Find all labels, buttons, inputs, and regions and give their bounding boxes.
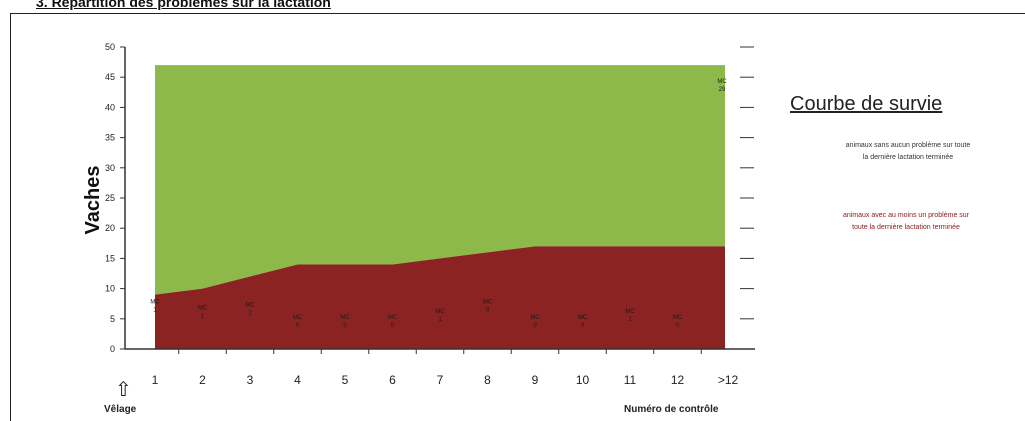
x-tick-label: 5 [342,373,349,387]
y-tick-label: 0 [110,344,115,354]
data-annotation: MC 0 [293,315,303,329]
data-annotation: MC 1 [625,309,635,323]
area-healthy [155,65,725,295]
x-tick-label: 1 [152,373,159,387]
legend-item-problem: animaux avec au moins un problème sur to… [786,210,1025,234]
legend-title: Courbe de survie [790,93,943,115]
y-tick-label: 30 [105,163,115,173]
y-axis-label: Vaches [82,166,104,235]
y-tick-label: 5 [110,314,115,324]
x-tick-label: 6 [389,373,396,387]
y-tick-label: 40 [105,102,115,112]
data-annotation: MC 0 [340,315,350,329]
data-annotation: MC 0 [483,300,493,314]
x-axis-title: Numéro de contrôle [624,404,719,415]
legend-healthy-line-2: la dernière lactation terminée [862,154,954,161]
x-tick-label: 10 [576,373,590,387]
x-tick-label: 4 [294,373,301,387]
data-annotation: MC 2 [245,303,255,317]
y-tick-label: 15 [105,253,115,263]
x-tick-label: >12 [718,373,739,387]
legend-item-healthy: animaux sans aucun problème sur toute la… [788,140,1025,164]
x-tick-label: 2 [199,373,206,387]
legend-problem-line-1: animaux avec au moins un problème sur [842,212,970,219]
section-heading: 3. Répartition des problèmes sur la lact… [36,0,331,10]
x-tick-label: 11 [624,373,637,387]
legend-healthy-line-1: animaux sans aucun problème sur toute [845,142,971,149]
area-problem [155,246,725,349]
data-annotation: MC 1 [435,309,445,323]
y-tick-label: 50 [105,42,115,52]
x-tick-label: 3 [247,373,254,387]
data-annotation: MC 29 [717,79,727,93]
chart-frame [10,13,1025,421]
y-tick-label: 10 [105,284,115,294]
calving-label: Vêlage [104,404,137,415]
data-annotation: MC 1 [150,300,160,314]
data-annotation: MC 0 [673,315,683,329]
legend-problem-line-2: toute la dernière lactation terminée [852,224,960,231]
x-tick-label: 12 [671,373,685,387]
y-tick-label: 20 [105,223,115,233]
x-tick-label: 8 [484,373,491,387]
y-tick-label: 25 [105,193,115,203]
data-annotation: MC 0 [388,315,398,329]
data-annotation: MC 0 [578,315,588,329]
y-tick-label: 45 [105,72,115,82]
x-tick-label: 9 [532,373,539,387]
x-tick-label: 7 [437,373,444,387]
data-annotation: MC 1 [198,306,208,320]
data-annotation: MC 0 [530,315,540,329]
up-arrow-icon: ⇧ [115,379,132,401]
y-tick-label: 35 [105,133,115,143]
